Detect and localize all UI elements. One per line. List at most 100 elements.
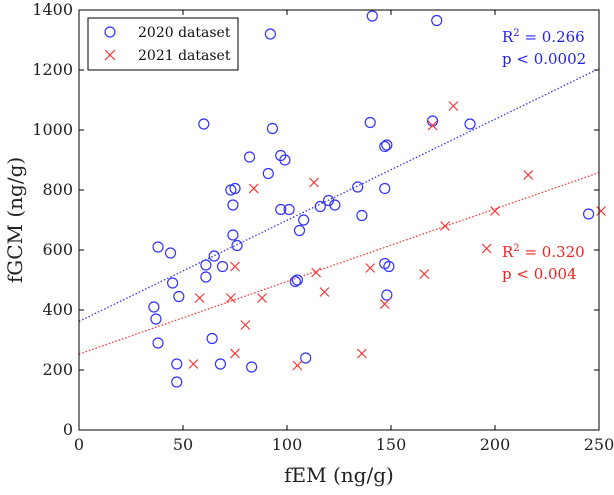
data-point-2021 (440, 221, 451, 231)
data-point-2020 (152, 241, 164, 253)
x-axis-label: fEM (ng/g) (284, 463, 394, 487)
data-point-2021 (365, 263, 376, 273)
data-point-2021 (481, 243, 492, 254)
data-point-2020 (352, 181, 364, 193)
data-point-2020 (383, 260, 395, 273)
data-point-2020 (582, 208, 595, 220)
x-tick-label: 0 (74, 435, 84, 454)
data-point-2020 (152, 337, 164, 349)
data-point-2020 (164, 247, 177, 259)
fit-line-2021 (79, 171, 599, 355)
data-point-2021 (225, 293, 236, 303)
data-point-2020 (364, 116, 376, 129)
legend-marker-2021 (104, 49, 116, 61)
data-point-2021 (490, 206, 500, 216)
data-point-2020 (379, 182, 391, 195)
legend-box (87, 17, 239, 71)
data-point-2021 (257, 293, 267, 303)
y-tick-label: 0 (63, 420, 73, 439)
data-point-2021 (230, 261, 240, 272)
data-point-2021 (309, 177, 319, 188)
data-point-2020 (214, 358, 227, 370)
data-point-2020 (291, 274, 303, 286)
data-point-2020 (171, 358, 183, 370)
data-point-2020 (279, 154, 291, 166)
y-tick-label: 800 (42, 180, 73, 199)
data-point-2021 (194, 293, 205, 303)
data-points (148, 10, 607, 388)
data-point-2021 (319, 287, 330, 297)
data-point-2020 (227, 229, 239, 241)
data-point-2020 (208, 250, 220, 262)
data-point-2020 (200, 271, 212, 283)
annotation-2021-r2: R2 = 0.320 (502, 243, 585, 261)
legend: 2020 dataset 2021 dataset (87, 17, 239, 71)
x-tick-label: 150 (376, 435, 407, 454)
data-point-2021 (230, 348, 240, 359)
data-point-2020 (264, 28, 276, 40)
y-tick-label: 1000 (32, 120, 73, 139)
data-point-2020 (229, 182, 241, 195)
data-point-2020 (206, 332, 218, 345)
data-point-2020 (198, 118, 210, 130)
legend-marker-2020 (104, 26, 116, 38)
data-point-2020 (227, 199, 239, 211)
annotation-2021-p: p < 0.004 (502, 265, 577, 283)
data-point-2020 (148, 301, 160, 313)
data-point-2020 (150, 313, 162, 325)
y-tick-label: 1200 (32, 60, 73, 79)
data-point-2021 (292, 360, 303, 371)
data-point-2021 (379, 299, 390, 309)
x-tick-label: 100 (272, 435, 303, 454)
plot-background (79, 10, 599, 430)
legend-label-2020: 2020 dataset (138, 25, 231, 41)
data-point-2020 (300, 352, 312, 364)
data-point-2020 (243, 151, 256, 163)
data-point-2020 (173, 290, 185, 303)
annotation-2020: R2 = 0.266 p < 0.0002 (502, 28, 586, 68)
data-point-2020 (431, 14, 443, 27)
data-point-2020 (379, 140, 391, 153)
annotation-2021: R2 = 0.320 p < 0.004 (502, 243, 585, 283)
data-point-2021 (248, 183, 259, 194)
data-point-2020 (329, 199, 341, 211)
data-point-2020 (171, 376, 183, 388)
data-point-2020 (314, 200, 326, 213)
data-point-2020 (262, 167, 274, 180)
x-tick-label: 50 (173, 435, 193, 454)
data-point-2021 (240, 320, 251, 330)
data-point-2020 (266, 122, 279, 135)
data-point-2020 (381, 289, 393, 301)
y-tick-label: 600 (42, 240, 73, 259)
data-point-2021 (419, 269, 430, 279)
data-point-2020 (381, 139, 393, 151)
data-point-2021 (448, 101, 459, 111)
data-point-2020 (289, 275, 301, 288)
y-tick-label: 200 (42, 360, 73, 379)
data-point-2020 (293, 224, 306, 237)
data-point-2020 (200, 259, 212, 271)
data-point-2020 (275, 203, 287, 216)
data-point-2021 (427, 120, 438, 131)
data-point-2020 (167, 277, 179, 289)
legend-label-2021: 2021 dataset (138, 48, 231, 64)
x-tick-label: 250 (584, 435, 614, 454)
data-point-2021 (596, 206, 607, 216)
data-point-2020 (246, 361, 258, 373)
annotation-2020-p: p < 0.0002 (502, 50, 586, 68)
y-tick-label: 400 (42, 300, 73, 319)
data-point-2020 (366, 10, 378, 22)
annotation-2020-r2: R2 = 0.266 (502, 28, 585, 46)
data-point-2020 (356, 209, 368, 222)
fit-lines (79, 68, 599, 355)
data-point-2021 (523, 170, 534, 180)
data-point-2020 (464, 118, 476, 130)
data-point-2020 (231, 239, 243, 252)
data-point-2021 (188, 359, 199, 369)
data-point-2021 (311, 267, 322, 278)
y-tick-label: 1400 (32, 0, 73, 19)
y-axis-label: fGCM (ng/g) (3, 157, 27, 283)
x-tick-label: 200 (480, 435, 511, 454)
plot-frame (78, 9, 600, 431)
data-point-2020 (298, 214, 310, 226)
